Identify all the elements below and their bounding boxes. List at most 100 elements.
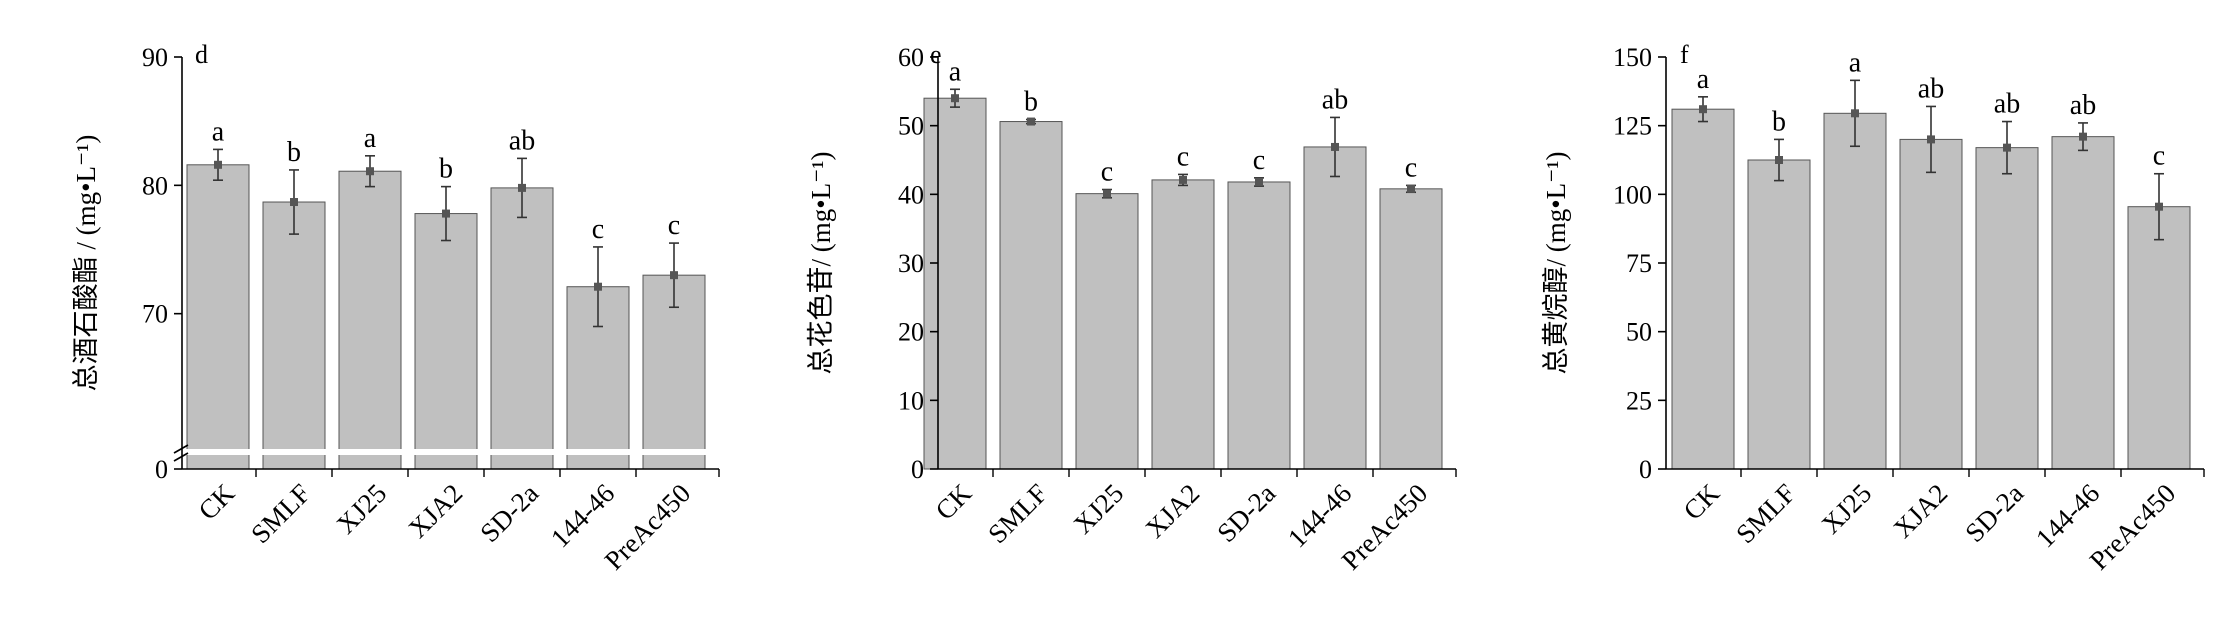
x-tick-label: SD-2a bbox=[1959, 478, 2029, 548]
significance-letter: c bbox=[592, 214, 604, 245]
x-tick-label: XJ25 bbox=[1068, 478, 1130, 540]
mean-marker bbox=[2079, 132, 2087, 141]
y-tick-label: 0 bbox=[911, 455, 924, 484]
panel-label: f bbox=[1680, 40, 1689, 69]
significance-letter: c bbox=[668, 210, 680, 241]
y-tick-label: 30 bbox=[898, 249, 924, 278]
significance-letter: a bbox=[364, 123, 377, 154]
mean-marker bbox=[442, 209, 450, 218]
y-tick-label: 0 bbox=[155, 455, 168, 484]
mean-marker bbox=[1407, 184, 1415, 193]
significance-letter: b bbox=[1772, 106, 1786, 137]
bar bbox=[2127, 206, 2191, 470]
bar bbox=[186, 164, 250, 470]
x-tick-label: CK bbox=[930, 478, 978, 526]
y-tick-label: 125 bbox=[1613, 112, 1652, 141]
significance-letter: ab bbox=[2070, 90, 2096, 121]
bar bbox=[1075, 193, 1139, 470]
y-tick-label: 20 bbox=[898, 318, 924, 347]
axis-break-band bbox=[183, 449, 720, 455]
significance-letter: c bbox=[2153, 141, 2165, 172]
significance-letter: a bbox=[1849, 47, 1862, 78]
bar bbox=[1975, 147, 2039, 470]
bar bbox=[1747, 159, 1811, 470]
mean-marker bbox=[1331, 142, 1339, 151]
significance-letter: ab bbox=[509, 125, 535, 156]
significance-letter: b bbox=[1024, 86, 1038, 117]
y-tick-label: 70 bbox=[142, 300, 168, 329]
mean-marker bbox=[518, 183, 526, 192]
x-tick-label: 144-46 bbox=[2030, 478, 2105, 553]
y-tick-label: 90 bbox=[142, 43, 168, 72]
significance-letter: c bbox=[1177, 141, 1189, 172]
bar bbox=[999, 121, 1063, 470]
mean-marker bbox=[2155, 202, 2163, 211]
bar bbox=[1671, 108, 1735, 470]
x-tick-label: SMLF bbox=[1730, 478, 1801, 549]
mean-marker bbox=[290, 198, 298, 207]
bar bbox=[1303, 146, 1367, 470]
bar bbox=[414, 213, 478, 470]
significance-letter: b bbox=[287, 137, 301, 168]
y-axis-title: 总酒石酸酯 / (mg•L⁻¹) bbox=[71, 135, 101, 392]
y-tick-label: 10 bbox=[898, 386, 924, 415]
mean-marker bbox=[1775, 156, 1783, 164]
x-tick-label: XJ25 bbox=[331, 478, 393, 540]
x-tick-label: 144-46 bbox=[1282, 478, 1357, 553]
significance-letter: ab bbox=[1994, 89, 2020, 120]
x-tick-label: XJ25 bbox=[1816, 478, 1878, 540]
bar bbox=[490, 187, 554, 470]
significance-letter: c bbox=[1253, 145, 1265, 176]
mean-marker bbox=[951, 94, 959, 103]
y-tick-label: 150 bbox=[1613, 43, 1652, 72]
bar bbox=[1899, 138, 1963, 470]
significance-letter: ab bbox=[1918, 73, 1944, 104]
bar bbox=[1227, 181, 1291, 470]
axis-break-mark bbox=[173, 444, 189, 454]
y-tick-label: 50 bbox=[1626, 318, 1652, 347]
significance-letter: ab bbox=[1322, 84, 1348, 115]
significance-letter: a bbox=[212, 116, 225, 147]
significance-letter: a bbox=[949, 56, 962, 87]
mean-marker bbox=[1179, 175, 1187, 184]
bar bbox=[923, 97, 987, 470]
significance-letter: a bbox=[1697, 64, 1710, 95]
mean-marker bbox=[670, 271, 678, 280]
significance-letter: c bbox=[1405, 152, 1417, 183]
x-tick-label: SMLF bbox=[245, 478, 316, 549]
x-tick-label: CK bbox=[193, 478, 241, 526]
x-tick-label: XJA2 bbox=[1887, 478, 1953, 544]
panel-label: d bbox=[195, 40, 208, 69]
y-tick-label: 50 bbox=[898, 112, 924, 141]
bar bbox=[262, 201, 326, 470]
mean-marker bbox=[214, 160, 222, 169]
mean-marker bbox=[2003, 143, 2011, 152]
significance-letter: c bbox=[1101, 157, 1113, 188]
panel-label: e bbox=[930, 40, 942, 69]
x-tick-label: SMLF bbox=[982, 478, 1053, 549]
x-tick-label: XJA2 bbox=[1139, 478, 1205, 544]
x-tick-label: XJA2 bbox=[402, 478, 468, 544]
significance-letter: b bbox=[439, 154, 453, 185]
mean-marker bbox=[1927, 135, 1935, 144]
bar bbox=[1379, 188, 1443, 470]
y-axis-title: 总黄烷醇/ (mg•L⁻¹) bbox=[1541, 151, 1571, 374]
mean-marker bbox=[1027, 117, 1035, 126]
mean-marker bbox=[1851, 109, 1859, 118]
y-tick-label: 40 bbox=[898, 180, 924, 209]
mean-marker bbox=[1255, 177, 1263, 186]
y-tick-label: 80 bbox=[142, 171, 168, 200]
bar bbox=[1151, 179, 1215, 470]
x-tick-label: 144-46 bbox=[545, 478, 620, 553]
mean-marker bbox=[594, 282, 602, 291]
mean-marker bbox=[1699, 105, 1707, 114]
x-tick-label: CK bbox=[1678, 478, 1726, 526]
x-tick-label: SD-2a bbox=[474, 478, 544, 548]
bar bbox=[2051, 136, 2115, 470]
y-axis-title: 总花色苷/ (mg•L⁻¹) bbox=[806, 151, 836, 374]
y-tick-label: 75 bbox=[1626, 249, 1652, 278]
